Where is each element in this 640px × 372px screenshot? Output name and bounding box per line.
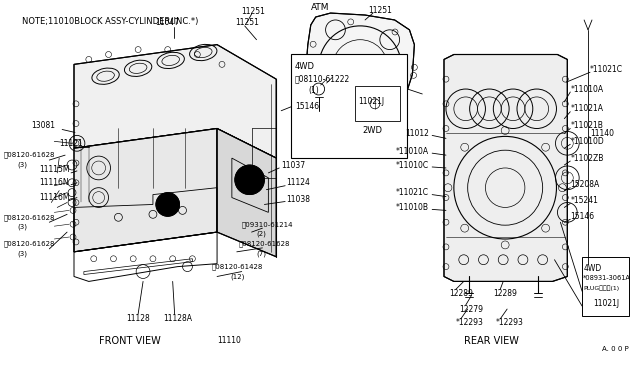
Text: 11251: 11251 [235, 19, 259, 28]
Text: *11010A: *11010A [570, 84, 604, 93]
Text: *11010C: *11010C [396, 160, 429, 170]
Text: 11038: 11038 [286, 195, 310, 204]
Polygon shape [74, 128, 217, 252]
Text: 4WD: 4WD [584, 264, 602, 273]
Text: Ⓑ08120-61628: Ⓑ08120-61628 [4, 214, 56, 221]
Text: 11012: 11012 [405, 129, 429, 138]
Text: (12): (12) [230, 273, 244, 280]
Text: NOTE;11010BLOCK ASSY-CYLINDER(INC.*): NOTE;11010BLOCK ASSY-CYLINDER(INC.*) [22, 17, 198, 26]
Text: 11251: 11251 [241, 7, 264, 16]
Text: *12293: *12293 [456, 318, 484, 327]
Text: *08931-3061A: *08931-3061A [583, 275, 631, 280]
Text: 11021J: 11021J [358, 97, 384, 106]
Bar [582, 257, 630, 316]
Text: (3): (3) [18, 224, 28, 230]
Text: 11021J: 11021J [593, 299, 619, 308]
Text: 11116M: 11116M [40, 193, 70, 202]
Text: 11128: 11128 [126, 314, 150, 323]
Text: Ⓑ08120-61428: Ⓑ08120-61428 [212, 263, 264, 270]
Text: 11124: 11124 [286, 178, 310, 187]
Text: 11115M: 11115M [40, 166, 70, 174]
Text: *11010A: *11010A [396, 147, 429, 156]
Text: *11021B: *11021B [570, 121, 603, 130]
Circle shape [235, 165, 264, 195]
Text: (2): (2) [257, 231, 266, 237]
Text: *11010D: *11010D [570, 137, 604, 146]
Text: Ⓢ09310-61214: Ⓢ09310-61214 [242, 221, 293, 228]
Bar [355, 86, 399, 121]
Text: 12289: 12289 [449, 289, 473, 298]
Text: 11128A: 11128A [163, 314, 192, 323]
Polygon shape [306, 13, 414, 125]
Text: 2WD: 2WD [362, 126, 382, 135]
Text: (3): (3) [18, 162, 28, 168]
Text: *11021C: *11021C [396, 188, 429, 197]
Text: 11251: 11251 [368, 6, 392, 15]
Text: 12279: 12279 [459, 305, 483, 314]
Text: PLUGプラグ(1): PLUGプラグ(1) [583, 285, 620, 291]
Text: 11121: 11121 [59, 139, 83, 148]
Polygon shape [217, 128, 276, 257]
Text: 11037: 11037 [281, 160, 305, 170]
Text: 11116N: 11116N [40, 178, 69, 187]
Text: REAR VIEW: REAR VIEW [464, 336, 518, 346]
Text: *11021A: *11021A [570, 104, 604, 113]
Text: *12293: *12293 [495, 318, 523, 327]
Text: 11110: 11110 [217, 336, 241, 345]
Text: *15241: *15241 [570, 196, 598, 205]
Text: 11140: 11140 [590, 129, 614, 138]
Text: *11010B: *11010B [396, 203, 429, 212]
Text: Ⓑ08110-61222: Ⓑ08110-61222 [295, 74, 350, 83]
Text: A. 0 0 P: A. 0 0 P [602, 346, 628, 352]
Text: Ⓑ08120-61628: Ⓑ08120-61628 [4, 241, 56, 247]
Text: (1): (1) [309, 86, 319, 95]
Text: ATM: ATM [311, 3, 330, 12]
Text: (3): (3) [18, 251, 28, 257]
Text: Ⓑ08120-61628: Ⓑ08120-61628 [239, 241, 291, 247]
Text: 15146: 15146 [570, 212, 595, 221]
Text: 11047: 11047 [155, 19, 179, 28]
Text: *1102ZB: *1102ZB [570, 154, 604, 163]
Text: *11021C: *11021C [590, 65, 623, 74]
Polygon shape [444, 55, 567, 282]
Circle shape [156, 193, 180, 216]
Bar [291, 55, 408, 158]
Text: FRONT VIEW: FRONT VIEW [99, 336, 161, 346]
Polygon shape [74, 45, 276, 158]
Text: 15146: 15146 [295, 102, 319, 111]
Text: 4WD: 4WD [295, 62, 315, 71]
Text: 13081: 13081 [31, 121, 56, 130]
Text: Ⓑ08120-61628: Ⓑ08120-61628 [4, 152, 56, 158]
Text: 15208A: 15208A [570, 180, 600, 189]
Text: 12289: 12289 [493, 289, 517, 298]
Text: (7): (7) [257, 251, 266, 257]
